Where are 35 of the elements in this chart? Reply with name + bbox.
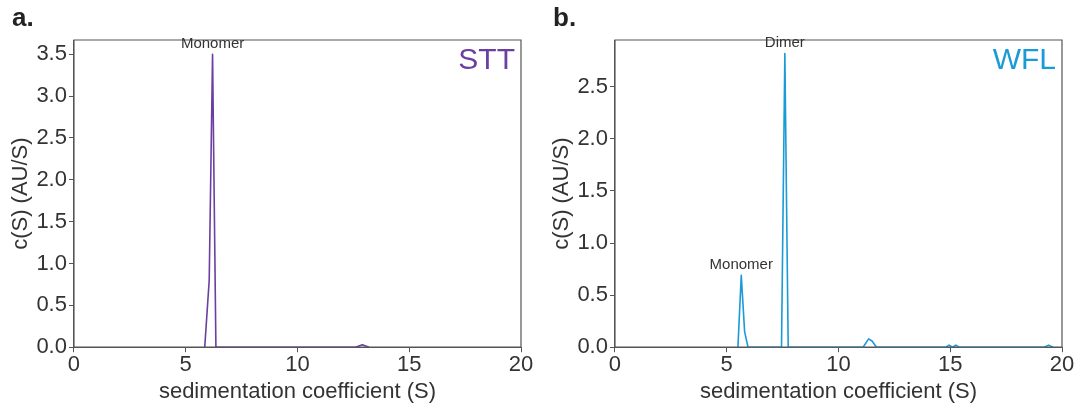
x-tick-label: 5 [720,351,733,377]
x-tick-label: 20 [508,351,534,377]
y-tick-label: 2.0 [577,124,608,150]
y-tick-label: 0.5 [577,281,608,307]
x-axis-title: sedimentation coefficient (S) [699,377,978,403]
text: STT [458,42,515,76]
annotation: Monomer [180,33,245,51]
text: WFL [992,42,1056,76]
y-tick-label: 1.5 [577,177,608,203]
y-tick-label: 2.0 [36,165,67,191]
x-tick-label: 10 [826,351,851,377]
y-axis-title: c(S) (AU/S) [548,137,574,250]
x-axis-title: sedimentation coefficient (S) [158,377,437,403]
x-tick-label: 5 [179,351,192,377]
chart-title: a. [12,2,34,33]
y-tick-label: 1.5 [36,207,67,233]
x-tick-label: 0 [608,351,622,377]
y-tick-label: 2.5 [36,124,67,149]
y-tick-label: 0.0 [36,333,67,359]
y-tick-label: 3.0 [36,82,67,108]
chart-title: b. [553,2,577,33]
y-tick-label: 2.5 [577,72,608,98]
annotation: Dimer [764,33,805,51]
annotation: Monomer [709,254,773,272]
y-tick-label: 1.0 [36,249,67,275]
y-tick-label: 1.0 [577,229,608,255]
x-tick-label: 0 [67,351,81,377]
x-tick-label: 20 [1049,351,1075,377]
y-axis-title: c(S) (AU/S) [7,137,33,250]
x-tick-label: 15 [397,351,422,377]
x-tick-label: 10 [285,351,310,377]
y-tick-label: 3.5 [36,40,67,66]
x-tick-label: 15 [938,351,963,377]
y-tick-label: 0.0 [577,333,608,359]
y-tick-label: 0.5 [36,291,67,317]
